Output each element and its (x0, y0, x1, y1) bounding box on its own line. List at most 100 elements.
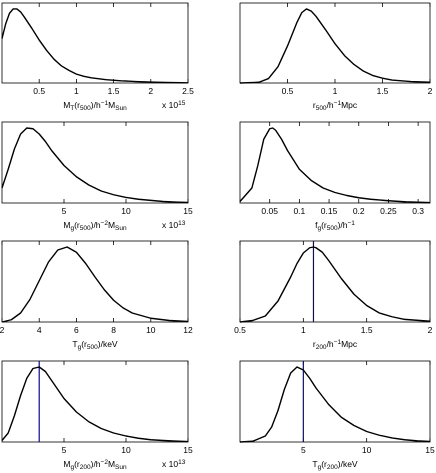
x-axis-label-part: −1 (101, 100, 109, 107)
subplot-1: 0.5 1 1.5 2 2.5MT(r500)/h−1MSun x 1015 (1, 2, 194, 112)
x-axis-label-part: (r (81, 339, 87, 349)
x-axis-label-part: g (70, 225, 74, 232)
x-axis-label-part: g (318, 464, 322, 471)
x-tick-label: 10 (146, 325, 156, 335)
x-tick-label: 0.2 (353, 206, 365, 216)
x-axis-label-part: g (317, 225, 321, 232)
x-axis-label-part: Sun (115, 225, 127, 232)
x-tick-label: 1 (333, 86, 338, 96)
x-axis-label-part: 500 (87, 344, 98, 351)
x-axis-label-part: M (108, 220, 115, 230)
x-axis-label-part: (r (74, 100, 80, 110)
x-axis-label-part: T (72, 339, 77, 349)
x-axis-label-part: 500 (80, 105, 91, 112)
x-axis-label-part: Sun (115, 464, 127, 471)
subplot-4: 0.05 0.1 0.15 0.2 0.25 0.3 fg(r500)/h−1 (239, 121, 431, 232)
x-axis-label-part: )/h (338, 220, 348, 230)
scale-multiplier-base: x 10 (162, 459, 178, 469)
x-tick-label: 0.1 (293, 206, 305, 216)
x-axis-label-part: M (63, 220, 70, 230)
x-axis-label-part: −1 (334, 339, 342, 346)
subplot-2: 0.5 1 1.5 2 r500/h−1Mpc (239, 2, 433, 112)
axes-frame (239, 360, 431, 443)
x-tick-label: 6 (74, 325, 79, 335)
distribution-curve (1, 246, 189, 323)
x-tick-label: 1.5 (361, 325, 373, 335)
x-tick-label: 0.05 (261, 206, 278, 216)
x-axis-label-part: 500 (327, 225, 338, 232)
x-axis-label-part: /h (327, 100, 334, 110)
x-axis-label-part: −2 (101, 459, 109, 466)
x-axis-label-part: T (312, 459, 317, 469)
x-axis-label-part: )/keV (98, 339, 118, 349)
distribution-curve (239, 8, 431, 84)
distribution-curve (1, 127, 189, 204)
x-axis-label-part: M (63, 100, 70, 110)
x-axis-label-part: 500 (316, 105, 327, 112)
subplot-6: 0.5 1 1.5 2 r200/h−1Mpc (234, 240, 433, 351)
x-tick-label: 2 (0, 325, 5, 335)
x-tick-label: 15 (183, 206, 193, 216)
x-tick-label: 15 (183, 445, 193, 455)
scale-multiplier-base: x 10 (162, 220, 178, 230)
x-tick-label: 0.15 (321, 206, 338, 216)
x-axis-label-part: r (313, 100, 316, 110)
x-axis-label-part: M (63, 459, 70, 469)
scale-multiplier: x 1015 (162, 100, 186, 110)
scale-multiplier-exponent: 13 (178, 220, 186, 227)
x-axis-label-part: Sun (115, 105, 127, 112)
distribution-curve (239, 127, 431, 204)
x-axis-label-part: f (315, 220, 318, 230)
x-tick-label: 2 (148, 86, 153, 96)
x-tick-label: 0.3 (412, 206, 424, 216)
x-tick-label: 0.5 (234, 325, 246, 335)
x-tick-label: 10 (121, 445, 131, 455)
axes-frame (239, 240, 431, 323)
axes-frame (1, 2, 189, 84)
scale-multiplier: x 1013 (162, 459, 186, 469)
x-tick-label: 4 (37, 325, 42, 335)
x-axis-label: r200/h−1Mpc (313, 339, 358, 351)
x-tick-label: 10 (362, 445, 372, 455)
x-tick-label: 8 (111, 325, 116, 335)
distribution-curve (1, 8, 189, 84)
x-tick-label: 2 (428, 86, 433, 96)
x-tick-label: 15 (425, 445, 435, 455)
x-axis-label-part: Mpc (341, 339, 358, 349)
x-tick-label: 5 (301, 445, 306, 455)
x-axis-label-part: (r (321, 220, 327, 230)
x-axis-label-part: /h (327, 339, 334, 349)
x-axis-label-part: T (70, 105, 74, 112)
x-tick-label: 2.5 (182, 86, 194, 96)
x-axis-label-part: 200 (316, 344, 327, 351)
x-axis-label-part: −1 (348, 220, 356, 227)
x-tick-label: 0.25 (380, 206, 397, 216)
scale-multiplier-exponent: 13 (178, 459, 186, 466)
x-tick-label: 2 (428, 325, 433, 335)
subplot-8: 5 10 15 Tg(r200)/keV (239, 360, 435, 471)
axes-frame (1, 121, 189, 204)
x-axis-label: Tg(r500)/keV (72, 339, 118, 351)
x-axis-label-part: g (70, 464, 74, 471)
x-axis-label-part: M (108, 459, 115, 469)
x-axis-label-part: )/h (91, 220, 101, 230)
distribution-curve (1, 366, 189, 443)
x-axis-label-part: M (108, 100, 115, 110)
x-tick-label: 0.5 (282, 86, 294, 96)
x-tick-label: 1.5 (377, 86, 389, 96)
x-axis-label-part: (r (74, 459, 80, 469)
x-axis-label: Mg(r500)/h−2MSun (63, 220, 127, 232)
x-axis-label-part: (r (321, 459, 327, 469)
x-tick-label: 1.5 (108, 86, 120, 96)
x-axis-label-part: 200 (327, 464, 338, 471)
x-tick-label: 5 (62, 206, 67, 216)
distribution-curve (239, 366, 431, 443)
x-axis-label-part: −1 (334, 100, 342, 107)
x-axis-label: fg(r500)/h−1 (315, 220, 355, 232)
x-axis-label-part: −2 (101, 220, 109, 227)
x-axis-label: MT(r500)/h−1MSun (63, 100, 127, 112)
x-axis-label-part: )/keV (338, 459, 358, 469)
distribution-curve (239, 246, 431, 323)
